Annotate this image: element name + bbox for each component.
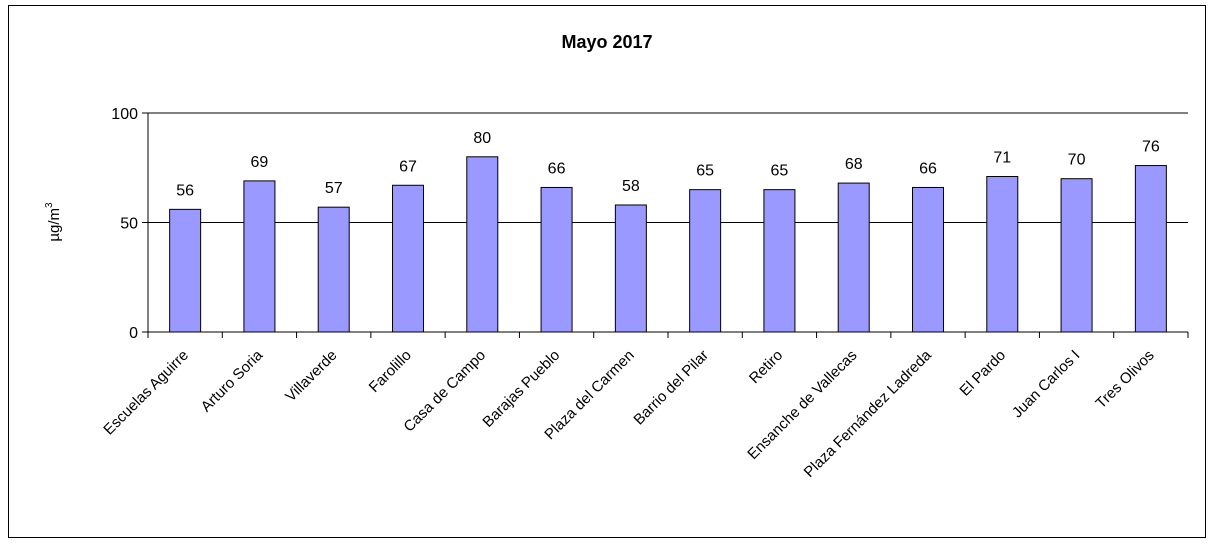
data-labels: 56 69 57 67 80 66 58 65 65 68 66 71 70 76 xyxy=(176,130,1160,200)
category-label: Casa de Campo xyxy=(400,347,489,436)
y-axis-label-text: µg/m xyxy=(46,208,63,242)
data-label: 66 xyxy=(548,160,566,177)
data-label: 57 xyxy=(325,180,343,197)
bar xyxy=(614,204,647,333)
bar xyxy=(912,186,944,333)
y-axis-label: µg/m3 xyxy=(44,202,63,242)
category-label: Tres Olivos xyxy=(1092,347,1157,412)
category-label: Villaverde xyxy=(282,347,340,405)
data-label: 68 xyxy=(845,156,863,173)
y-tick-label: 0 xyxy=(129,325,138,342)
bar xyxy=(540,186,573,333)
category-label: Escuelas Aguirre xyxy=(100,347,192,439)
bar xyxy=(689,189,722,333)
y-tick-labels: 0 50 100 xyxy=(111,106,138,342)
bar xyxy=(986,176,1019,333)
bar xyxy=(169,208,202,333)
y-axis-label-superscript: 3 xyxy=(44,202,55,208)
data-label: 76 xyxy=(1142,139,1160,156)
data-label: 66 xyxy=(919,160,937,177)
bar xyxy=(392,184,424,333)
data-label: 58 xyxy=(622,178,640,195)
category-label: Farolillo xyxy=(366,347,415,396)
category-label: Retiro xyxy=(746,347,786,387)
category-label: Barajas Pueblo xyxy=(479,347,563,431)
category-label: El Pardo xyxy=(956,347,1009,400)
category-label: Barrio del Pilar xyxy=(630,347,712,429)
bar xyxy=(1060,178,1093,333)
data-label: 65 xyxy=(771,163,789,180)
category-label: Juan Carlos I xyxy=(1009,347,1084,422)
data-label: 67 xyxy=(399,158,417,175)
y-tick-label: 50 xyxy=(120,216,138,233)
data-label: 71 xyxy=(993,150,1011,167)
category-labels: Escuelas Aguirre Arturo Soria Villaverde Fa… xyxy=(100,346,1157,481)
bar xyxy=(763,189,796,333)
bar xyxy=(1134,165,1167,333)
bars xyxy=(169,156,1167,333)
chart-title: Mayo 2017 xyxy=(561,32,653,52)
gridlines xyxy=(148,112,1188,223)
data-label: 65 xyxy=(696,163,714,180)
bar xyxy=(243,180,276,333)
bar xyxy=(837,182,870,333)
bar xyxy=(317,206,350,333)
category-label: Plaza Fernández Ladreda xyxy=(801,346,936,481)
data-label: 56 xyxy=(176,182,194,199)
axes xyxy=(142,112,1189,338)
data-label: 80 xyxy=(473,130,491,147)
category-label: Arturo Soria xyxy=(198,346,267,415)
bar xyxy=(466,156,499,333)
data-label: 69 xyxy=(251,154,269,171)
data-label: 70 xyxy=(1068,152,1086,169)
y-tick-label: 100 xyxy=(111,106,138,123)
